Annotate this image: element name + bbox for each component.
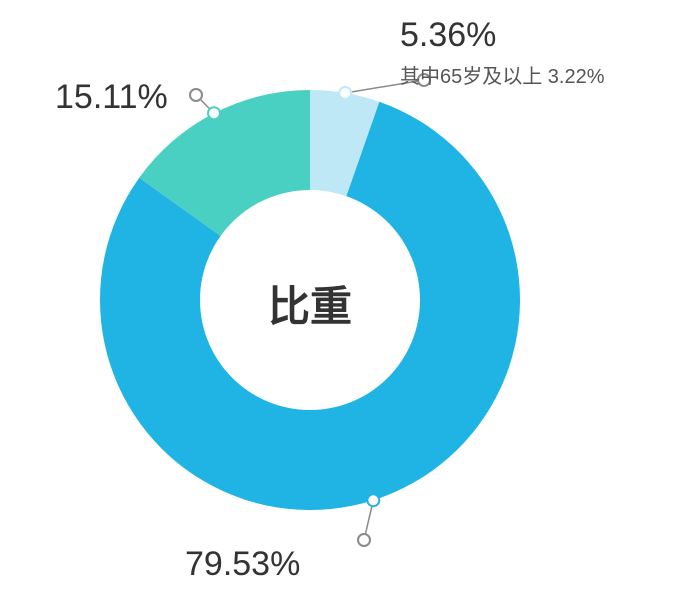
- slice-label-5-36: 5.36%: [400, 16, 496, 55]
- leader-marker: [208, 107, 220, 119]
- leader-marker: [367, 494, 379, 506]
- leader-endpoint: [358, 534, 370, 546]
- slice-label-79-53: 79.53%: [185, 545, 300, 584]
- leader-marker: [339, 87, 351, 99]
- leader-endpoint: [190, 89, 202, 101]
- donut-chart: 比重 5.36% 其中65岁及以上 3.22% 79.53% 15.11%: [0, 0, 691, 594]
- slice-label-15-11: 15.11%: [55, 78, 168, 117]
- slice-sublabel-5-36: 其中65岁及以上 3.22%: [400, 60, 605, 89]
